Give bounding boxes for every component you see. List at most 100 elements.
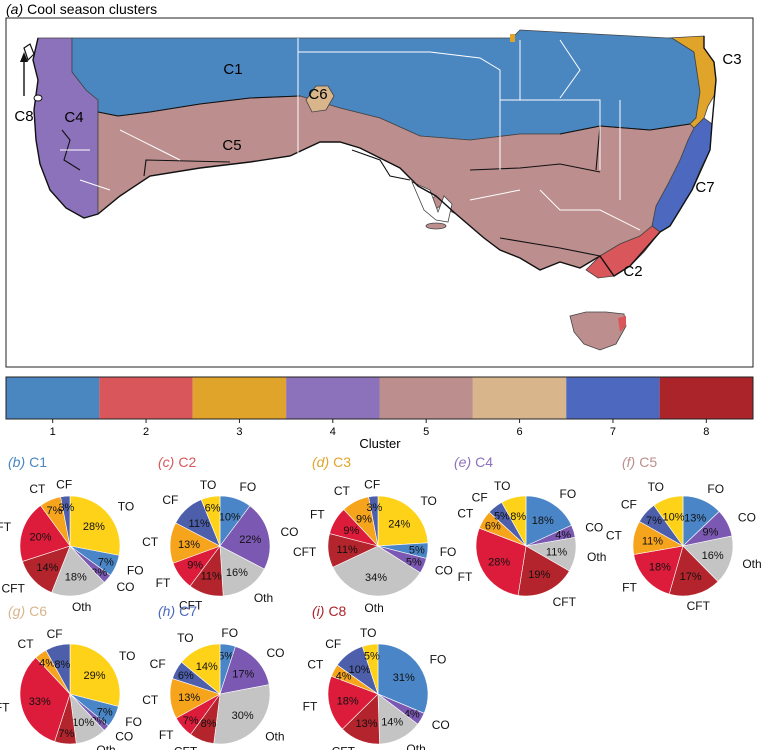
pie-slice-category: CT <box>142 535 159 549</box>
pie-title: (h) C7 <box>158 603 197 619</box>
pie-slice-category: CT <box>18 637 35 651</box>
pie-slice-value: 5% <box>364 650 380 662</box>
pie-slice-value: 7% <box>183 715 199 727</box>
pie-panel: (d) C3 24% TO 5% FO 5% CO 34% Oth 11% CFT 9% FT 9% CT 3%… <box>293 454 456 615</box>
pie-slice-value: 18% <box>337 695 359 707</box>
pie-slice-to <box>362 643 379 695</box>
legend-axis-label: Cluster <box>359 436 401 451</box>
pie-slice-value: 9% <box>703 527 719 539</box>
pie-slice-co <box>219 505 271 570</box>
pie-cluster-name: C8 <box>328 603 346 619</box>
legend-tick-label: 5 <box>423 426 429 438</box>
pie-slice-to <box>377 495 429 547</box>
pie-title: (e) C4 <box>454 454 493 470</box>
c8-arrow-head <box>20 52 28 62</box>
pie-cluster-name: C6 <box>29 603 47 619</box>
legend-swatch <box>566 377 660 419</box>
pie-slice-category: FT <box>622 580 637 594</box>
panel-a-title: (a) Cool season clusters <box>6 1 157 17</box>
pie-slice-category: FO <box>221 626 238 640</box>
pie-slice-category: Oth <box>254 591 273 605</box>
legend-swatch <box>659 377 753 419</box>
pie-slice-category: CFT <box>174 745 198 750</box>
pie-slice-category: CT <box>142 693 159 707</box>
pie-slice-value: 11% <box>337 544 358 556</box>
coastline <box>32 36 717 277</box>
pie-slice-value: 10% <box>662 511 684 523</box>
region-c6 <box>305 85 335 113</box>
label-c3: C3 <box>722 51 741 68</box>
pie-slice-value: 6% <box>205 503 221 515</box>
pie-slice-category: CF <box>47 627 63 641</box>
legend-tick-label: 1 <box>50 426 56 438</box>
pie-letter: (f) <box>622 454 635 470</box>
region-c2 <box>585 225 661 279</box>
pie-slice-co <box>219 646 270 695</box>
pie-slice-value: 24% <box>388 518 410 530</box>
pie-slice-category: TO <box>119 649 135 663</box>
pie-slice-category: FT <box>156 576 171 590</box>
pie-slice-category: CF <box>364 477 380 491</box>
pie-slice-category: CO <box>115 729 133 743</box>
pie-slice-value: 6% <box>178 670 194 682</box>
pie-slice-value: 16% <box>702 550 724 562</box>
pie-panel: (c) C2 10% FO 22% CO 16% Oth 11% CFT 9% FT 13% CT 11% C… <box>142 454 298 612</box>
legend-swatch <box>472 377 567 419</box>
pie-slice-category: TO <box>118 499 134 513</box>
pie-slice-category: FT <box>0 520 12 534</box>
pie-panel: (g)C629%TO7%FO2%CO10%Oth7%CFT33%FT4%CT8%… <box>0 603 142 750</box>
legend-swatch <box>192 377 287 419</box>
pie-panel: (h)C7 5% FO 17% CO 30% Oth 8% CFT 7% FT 13% CT 6% CF 14… <box>142 603 284 750</box>
legend-tick-label: 6 <box>517 426 523 438</box>
pie-slice-value: 4% <box>336 671 352 683</box>
pie-slice-value: 18% <box>649 562 671 574</box>
pie-slice-category: CO <box>738 510 756 524</box>
pie-slice-value: 9% <box>356 513 372 525</box>
pie-slice-ft <box>19 505 71 562</box>
pie-slice-value: 28% <box>488 557 510 569</box>
pie-cluster-name: C2 <box>178 454 196 470</box>
pie-letter: (h) <box>158 603 175 619</box>
pie-cluster-name: C7 <box>179 603 197 619</box>
pie-slice-value: 22% <box>239 534 261 546</box>
pie-slice-category: TO <box>494 479 510 493</box>
label-c7: C7 <box>695 179 714 196</box>
pie-cluster-name: C4 <box>475 454 493 470</box>
pie-slice-value: 6% <box>485 520 501 532</box>
legend-tick-label: 4 <box>330 426 336 438</box>
pie-slice-value: 16% <box>226 567 248 579</box>
island-small <box>33 94 43 102</box>
pie-slice-cf <box>368 495 379 547</box>
pie-slice-value: 28% <box>83 521 105 533</box>
pie-letter: (e) <box>454 454 471 470</box>
pie-slice-category: CF <box>162 493 178 507</box>
pie-slice-category: CO <box>280 525 298 539</box>
pie-slice-value: 11% <box>546 546 567 558</box>
pie-slice-category: TO <box>420 494 436 508</box>
pie-slice-value: 7% <box>646 515 662 527</box>
pie-slice-value: 31% <box>393 672 415 684</box>
cluster-map: C1 C2 C3 C4 C5 C6 C7 C8 <box>5 17 754 368</box>
label-c5: C5 <box>222 137 241 154</box>
pie-slice-category: FO <box>707 482 724 496</box>
pie-slice-category: FT <box>458 570 473 584</box>
pie-slice-ft <box>475 527 527 596</box>
pie-title: (f) C5 <box>622 454 657 470</box>
pie-slice-category: CFT <box>553 595 577 609</box>
pie-slice-category: CFT <box>293 545 317 559</box>
pie-slice-category: CO <box>432 718 450 732</box>
pie-slice-value: 13% <box>684 513 706 525</box>
pie-slice-value: 5% <box>218 650 234 662</box>
pie-slice-value: 14% <box>381 717 403 729</box>
pie-slice-category: FO <box>240 480 257 494</box>
label-c6: C6 <box>308 86 327 103</box>
label-c1: C1 <box>223 61 242 78</box>
pie-title: (b) C1 <box>8 454 47 470</box>
pie-cluster-name: C3 <box>333 454 351 470</box>
pie-slice-value: 8% <box>510 511 526 523</box>
pie-slice-category: CT <box>457 506 474 520</box>
pie-slice-value: 4% <box>39 657 55 669</box>
pie-slice-category: TO <box>200 478 216 492</box>
pie-slice-oth <box>51 545 105 597</box>
pie-slice-value: 9% <box>343 525 359 537</box>
